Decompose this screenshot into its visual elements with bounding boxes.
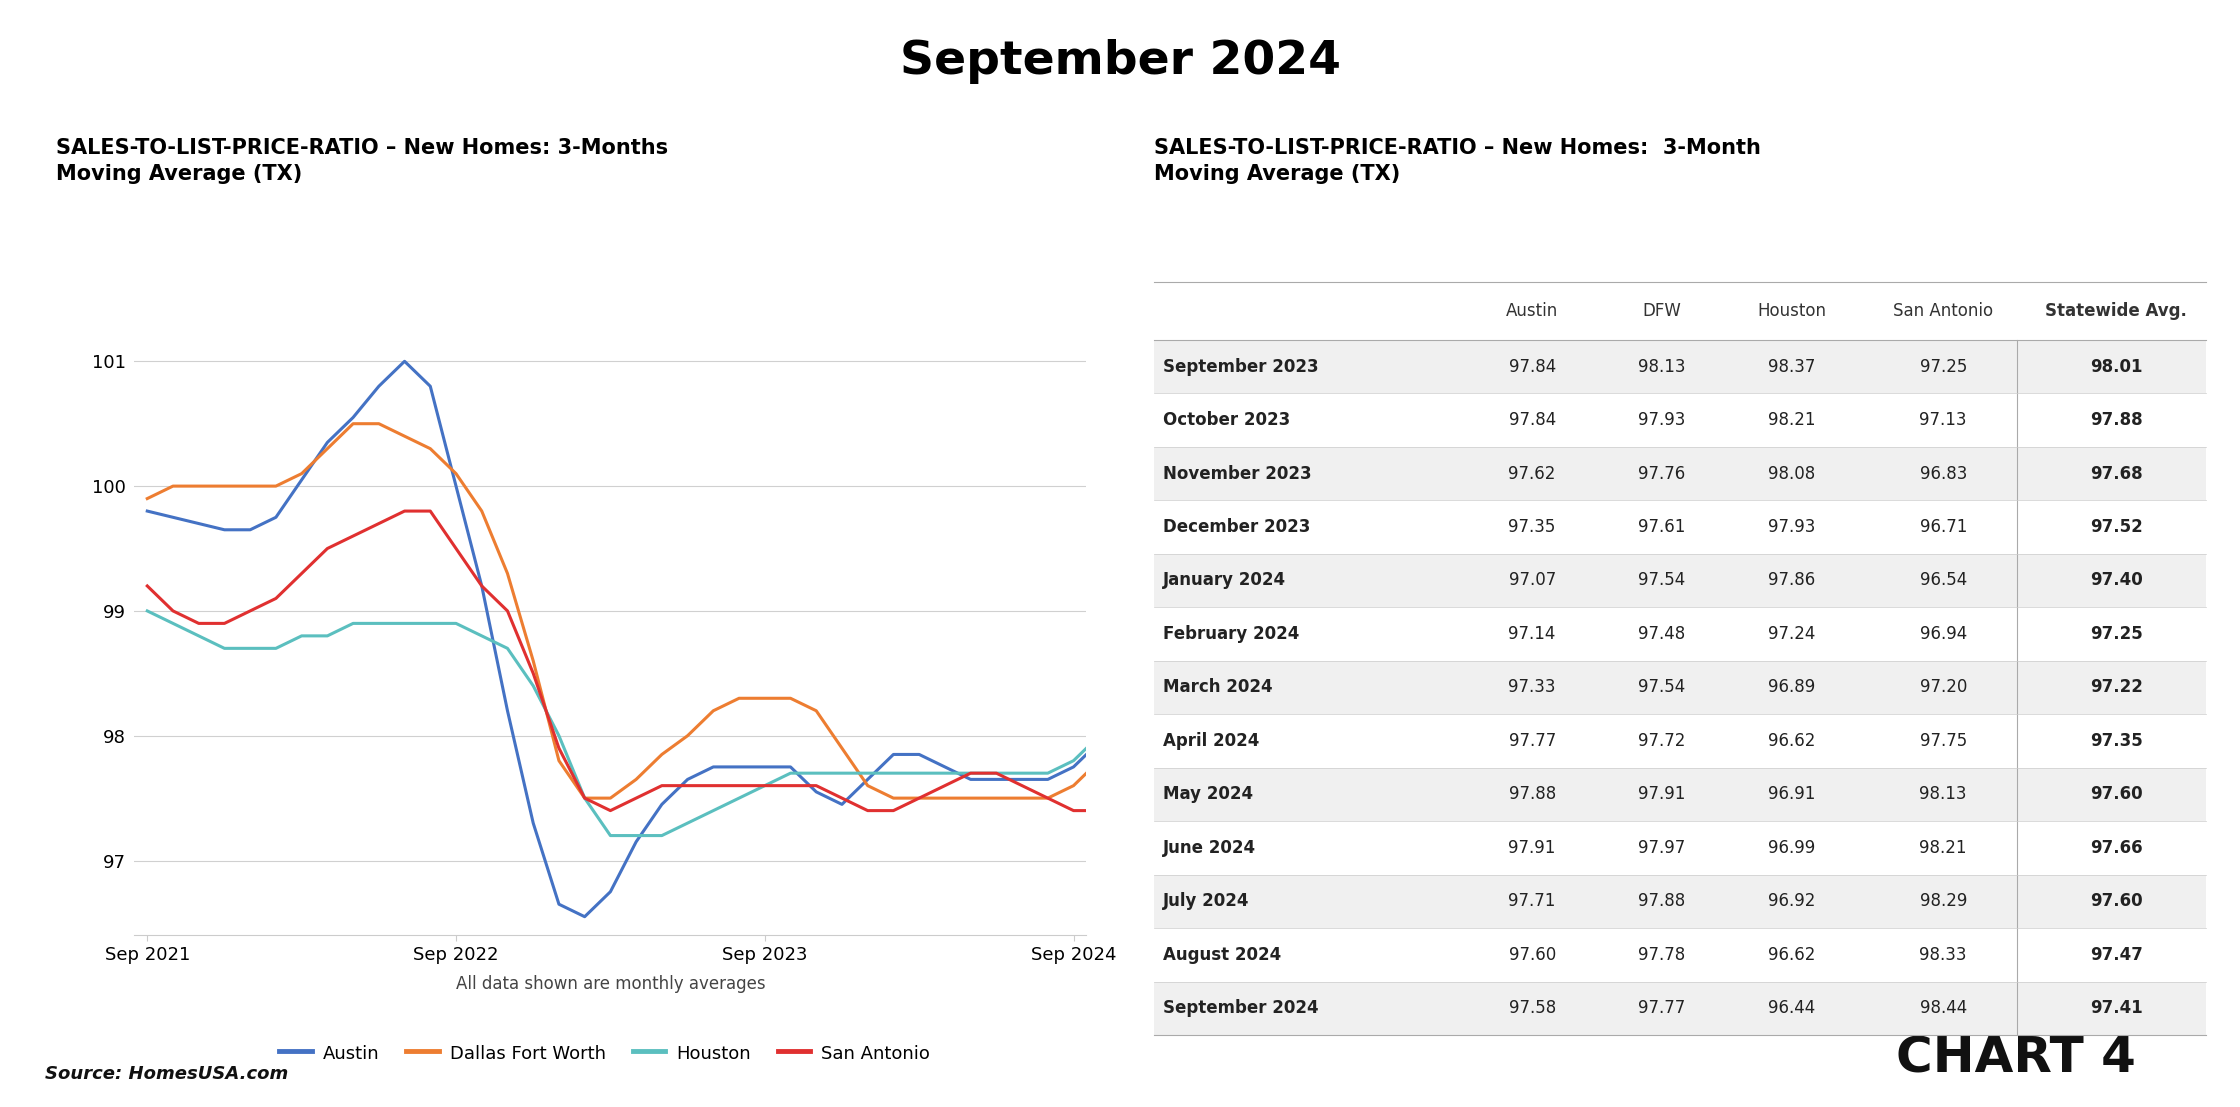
Text: 97.78: 97.78	[1637, 945, 1684, 964]
Text: 97.52: 97.52	[2090, 518, 2144, 536]
Text: 97.13: 97.13	[1920, 411, 1967, 430]
Text: 97.88: 97.88	[1508, 785, 1557, 804]
Text: 98.13: 98.13	[1920, 785, 1967, 804]
Text: 98.29: 98.29	[1920, 892, 1967, 910]
Text: 97.88: 97.88	[1637, 892, 1684, 910]
Text: October 2023: October 2023	[1163, 411, 1290, 430]
Text: 97.97: 97.97	[1637, 839, 1684, 857]
Text: 97.77: 97.77	[1637, 1000, 1684, 1017]
Text: 98.44: 98.44	[1920, 1000, 1967, 1017]
Text: 97.86: 97.86	[1767, 571, 1814, 590]
Text: 97.62: 97.62	[1508, 465, 1557, 483]
Text: 98.01: 98.01	[2090, 358, 2141, 375]
X-axis label: All data shown are monthly averages: All data shown are monthly averages	[455, 975, 766, 993]
Text: 97.66: 97.66	[2090, 839, 2144, 857]
Text: 97.24: 97.24	[1767, 625, 1814, 643]
Text: August 2024: August 2024	[1163, 945, 1281, 964]
Text: March 2024: March 2024	[1163, 679, 1272, 696]
Text: 97.14: 97.14	[1508, 625, 1557, 643]
Text: May 2024: May 2024	[1163, 785, 1252, 804]
Text: 97.20: 97.20	[1920, 679, 1967, 696]
Text: 97.58: 97.58	[1508, 1000, 1557, 1017]
Text: 98.13: 98.13	[1637, 358, 1687, 375]
Text: 97.60: 97.60	[1508, 945, 1557, 964]
Text: 97.72: 97.72	[1637, 732, 1687, 749]
Text: 97.25: 97.25	[1920, 358, 1967, 375]
Text: 97.22: 97.22	[2090, 679, 2144, 696]
Text: 97.76: 97.76	[1637, 465, 1684, 483]
Text: 98.21: 98.21	[1920, 839, 1967, 857]
Text: Houston: Houston	[1756, 302, 1826, 320]
Text: 96.99: 96.99	[1767, 839, 1814, 857]
Text: January 2024: January 2024	[1163, 571, 1286, 590]
Text: Source: HomesUSA.com: Source: HomesUSA.com	[45, 1065, 289, 1083]
Text: 97.41: 97.41	[2090, 1000, 2144, 1017]
Text: 96.83: 96.83	[1920, 465, 1967, 483]
Text: 97.77: 97.77	[1508, 732, 1557, 749]
Text: 97.68: 97.68	[2090, 465, 2144, 483]
Text: November 2023: November 2023	[1163, 465, 1310, 483]
Text: SALES-TO-LIST-PRICE-RATIO – New Homes:  3-Month
Moving Average (TX): SALES-TO-LIST-PRICE-RATIO – New Homes: 3…	[1154, 138, 1761, 184]
Text: 97.71: 97.71	[1508, 892, 1557, 910]
Text: 96.71: 96.71	[1920, 518, 1967, 536]
Text: September 2024: September 2024	[1163, 1000, 1317, 1017]
Text: 97.60: 97.60	[2090, 892, 2144, 910]
Text: 97.93: 97.93	[1637, 411, 1687, 430]
Text: 97.33: 97.33	[1508, 679, 1557, 696]
Text: San Antonio: San Antonio	[1893, 302, 1994, 320]
Text: 97.84: 97.84	[1508, 411, 1557, 430]
Text: 97.25: 97.25	[2090, 625, 2144, 643]
Text: 97.48: 97.48	[1637, 625, 1684, 643]
Text: 98.33: 98.33	[1920, 945, 1967, 964]
Text: Austin: Austin	[1505, 302, 1559, 320]
Text: CHART 4: CHART 4	[1895, 1035, 2137, 1083]
Text: 96.92: 96.92	[1767, 892, 1814, 910]
Text: July 2024: July 2024	[1163, 892, 1250, 910]
Text: 96.62: 96.62	[1767, 732, 1814, 749]
Text: 97.47: 97.47	[2090, 945, 2144, 964]
Text: 97.40: 97.40	[2090, 571, 2144, 590]
Text: 97.91: 97.91	[1508, 839, 1557, 857]
Text: Statewide Avg.: Statewide Avg.	[2045, 302, 2186, 320]
Legend: Austin, Dallas Fort Worth, Houston, San Antonio: Austin, Dallas Fort Worth, Houston, San …	[273, 1036, 936, 1070]
Text: 96.89: 96.89	[1767, 679, 1814, 696]
Text: 97.60: 97.60	[2090, 785, 2144, 804]
Text: 98.08: 98.08	[1767, 465, 1814, 483]
Text: 98.37: 98.37	[1767, 358, 1814, 375]
Text: 97.93: 97.93	[1767, 518, 1814, 536]
Text: April 2024: April 2024	[1163, 732, 1259, 749]
Text: 96.91: 96.91	[1767, 785, 1814, 804]
Text: DFW: DFW	[1642, 302, 1682, 320]
Text: 97.07: 97.07	[1508, 571, 1557, 590]
Text: June 2024: June 2024	[1163, 839, 1257, 857]
Text: 96.62: 96.62	[1767, 945, 1814, 964]
Text: 97.35: 97.35	[2090, 732, 2144, 749]
Text: September 2023: September 2023	[1163, 358, 1317, 375]
Text: 96.94: 96.94	[1920, 625, 1967, 643]
Text: 97.84: 97.84	[1508, 358, 1557, 375]
Text: September 2024: September 2024	[900, 39, 1340, 84]
Text: 97.54: 97.54	[1637, 571, 1684, 590]
Text: SALES-TO-LIST-PRICE-RATIO – New Homes: 3-Months
Moving Average (TX): SALES-TO-LIST-PRICE-RATIO – New Homes: 3…	[56, 138, 668, 184]
Text: 97.88: 97.88	[2090, 411, 2144, 430]
Text: 96.54: 96.54	[1920, 571, 1967, 590]
Text: 97.54: 97.54	[1637, 679, 1684, 696]
Text: 97.75: 97.75	[1920, 732, 1967, 749]
Text: February 2024: February 2024	[1163, 625, 1299, 643]
Text: 97.91: 97.91	[1637, 785, 1687, 804]
Text: December 2023: December 2023	[1163, 518, 1310, 536]
Text: 97.61: 97.61	[1637, 518, 1687, 536]
Text: 97.35: 97.35	[1508, 518, 1557, 536]
Text: 98.21: 98.21	[1767, 411, 1814, 430]
Text: 96.44: 96.44	[1767, 1000, 1814, 1017]
